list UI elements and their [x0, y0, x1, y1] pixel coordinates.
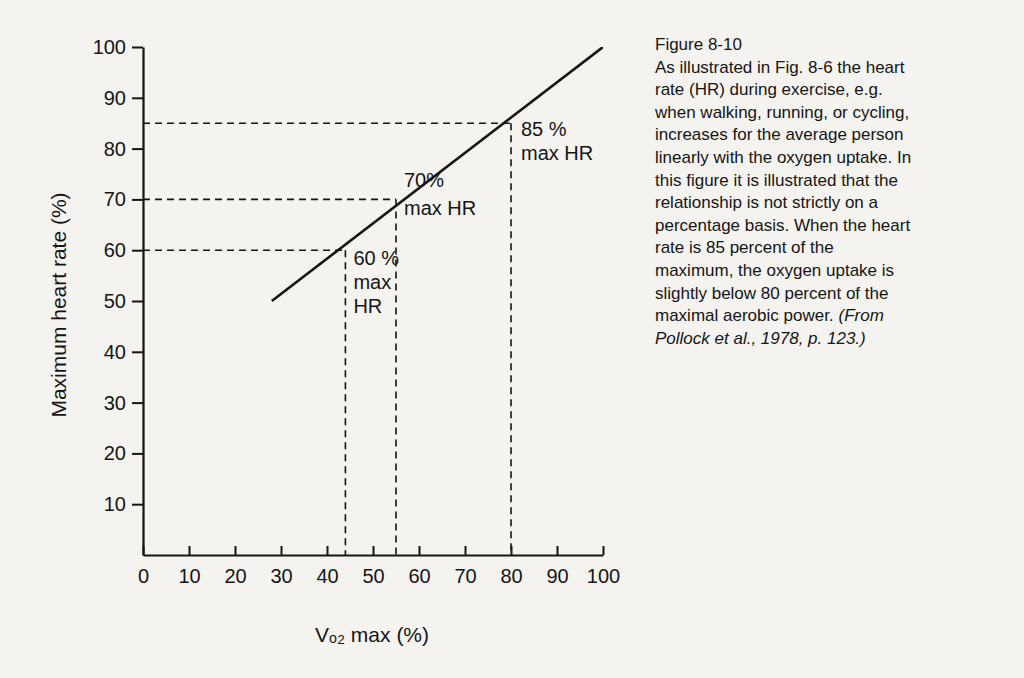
caption-line: linearly with the oxygen uptake. In [655, 148, 911, 167]
y-tick: 10 [104, 493, 143, 515]
reference-line-horizontal [143, 199, 396, 201]
reference-line-vertical [510, 123, 512, 555]
x-tick: 50 [362, 546, 384, 587]
caption-title: Figure 8-10 [655, 35, 742, 54]
y-tick-mark [132, 402, 143, 404]
x-tick-mark [465, 546, 467, 555]
caption-source: (From [839, 306, 884, 325]
caption-line: when walking, running, or cycling, [654, 103, 909, 122]
annotation-label: 60 % [353, 247, 399, 269]
caption-line: this figure it is illustrated that the [655, 171, 898, 190]
reference-line-vertical [345, 250, 347, 555]
y-tick: 70 [104, 188, 143, 210]
y-tick-mark [132, 351, 143, 353]
caption-line: maximal aerobic power. [655, 306, 834, 325]
x-tick-label: 50 [362, 565, 384, 587]
y-tick: 100 [93, 36, 143, 58]
y-tick: 40 [104, 341, 143, 363]
y-tick-label: 20 [104, 442, 126, 464]
x-tick-mark [603, 546, 605, 555]
x-tick-label: 70 [454, 565, 476, 587]
annotation-label: 70% [404, 169, 444, 191]
x-tick-label: 100 [587, 565, 620, 587]
y-axis-title: Maximum heart rate (%) [47, 192, 70, 417]
y-tick-label: 10 [104, 493, 126, 515]
y-tick: 60 [104, 239, 143, 261]
annotation-label: max HR [521, 142, 593, 164]
plot-area [143, 47, 603, 555]
y-tick-mark [132, 47, 143, 49]
y-tick-label: 80 [104, 138, 126, 160]
y-tick-mark [132, 148, 143, 150]
annotation-label: 85 % [521, 118, 567, 140]
x-tick: 100 [587, 546, 620, 587]
data-line [272, 47, 603, 301]
y-tick-mark [132, 453, 143, 455]
y-tick: 80 [104, 138, 143, 160]
x-tick: 20 [224, 546, 246, 587]
annotation-label: max HR [404, 197, 476, 219]
x-tick: 70 [454, 546, 476, 587]
x-tick: 90 [546, 546, 568, 587]
y-tick-label: 90 [104, 87, 126, 109]
x-tick-label: 80 [500, 565, 522, 587]
x-tick-mark [327, 546, 329, 555]
y-tick-mark [132, 199, 143, 201]
caption-line: rate is 85 percent of the [655, 238, 834, 257]
caption-line: increases for the average person [655, 125, 904, 144]
x-tick-label: 60 [408, 565, 430, 587]
x-tick-mark [373, 546, 375, 555]
caption-line: relationship is not strictly on a [655, 193, 879, 212]
x-tick-label: 0 [138, 565, 149, 587]
x-axis: 0 10 20 30 40 50 60 70 80 90 100 [138, 546, 620, 587]
reference-line-horizontal [143, 249, 345, 251]
x-axis-title: Vₒ₂ max (%) [315, 623, 429, 646]
y-axis: 10 20 30 40 50 60 70 80 90 100 [93, 36, 144, 556]
caption-line: maximum, the oxygen uptake is [655, 261, 894, 280]
x-tick-mark [189, 546, 191, 555]
x-tick-mark [235, 546, 237, 555]
y-tick-label: 60 [104, 239, 126, 261]
y-tick-label: 50 [104, 290, 126, 312]
annotation-label: max [353, 271, 391, 293]
x-tick-mark [557, 546, 559, 555]
reference-line-horizontal [143, 122, 511, 124]
annotation-label: HR [353, 295, 382, 317]
caption-line: slightly below 80 percent of the [655, 284, 888, 303]
y-tick: 20 [104, 442, 143, 464]
y-tick-mark [132, 301, 143, 303]
caption-line: rate (HR) during exercise, e.g. [655, 80, 883, 99]
x-tick: 10 [178, 546, 200, 587]
y-tick-label: 100 [93, 36, 126, 58]
x-tick-label: 10 [178, 565, 200, 587]
x-tick: 60 [408, 546, 430, 587]
y-tick-mark [132, 504, 143, 506]
x-tick: 80 [500, 546, 522, 587]
x-tick-mark [419, 546, 421, 555]
x-tick-label: 40 [316, 565, 338, 587]
x-tick-label: 90 [546, 565, 568, 587]
y-tick: 90 [104, 87, 143, 109]
y-tick-mark [132, 250, 143, 252]
y-tick-mark [132, 97, 143, 99]
caption-line: percentage basis. When the heart [655, 216, 910, 235]
x-tick: 30 [270, 546, 292, 587]
x-tick-label: 30 [270, 565, 292, 587]
x-tick: 40 [316, 546, 338, 587]
y-tick: 50 [104, 290, 143, 312]
y-tick-label: 40 [104, 341, 126, 363]
x-tick-label: 20 [224, 565, 246, 587]
y-tick: 30 [104, 392, 143, 414]
y-tick-label: 70 [104, 188, 126, 210]
caption-source: Pollock et al., 1978, p. 123.) [655, 329, 866, 348]
caption-line: As illustrated in Fig. 8-6 the heart [655, 58, 905, 77]
y-tick-label: 30 [104, 392, 126, 414]
x-tick-mark [281, 546, 283, 555]
